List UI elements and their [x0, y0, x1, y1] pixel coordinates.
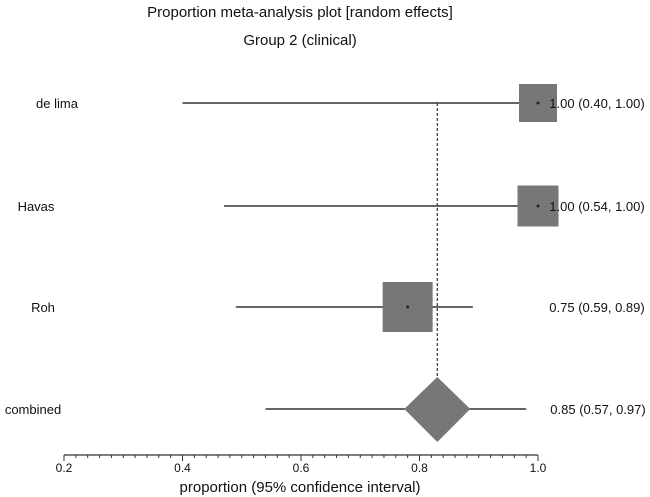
chart-title: Proportion meta-analysis plot [random ef…	[147, 4, 453, 21]
plot-area: de lima 1.00 (0.40, 1.00) Havas 1.00 (0.54,…	[5, 84, 646, 475]
x-tick-label: 1.0	[530, 461, 547, 475]
chart-subtitle: Group 2 (clinical)	[243, 32, 356, 49]
study-point	[536, 101, 540, 105]
x-axis-label: proportion (95% confidence interval)	[180, 479, 421, 496]
x-tick-label: 0.2	[56, 461, 73, 475]
study-value-label: 1.00 (0.40, 1.00)	[549, 96, 644, 111]
combined-label: combined	[5, 402, 61, 417]
combined-diamond	[404, 377, 471, 442]
study-value-label: 0.75 (0.59, 0.89)	[549, 300, 644, 315]
study-label: Havas	[18, 199, 55, 214]
study-label: de lima	[36, 96, 79, 111]
x-tick-label: 0.8	[411, 461, 428, 475]
x-tick-label: 0.4	[174, 461, 191, 475]
x-tick-label: 0.6	[293, 461, 310, 475]
study-label: Roh	[31, 300, 55, 315]
study-point	[536, 204, 540, 208]
combined-value-label: 0.85 (0.57, 0.97)	[550, 402, 645, 417]
study-value-label: 1.00 (0.54, 1.00)	[549, 199, 644, 214]
study-point	[406, 305, 410, 309]
